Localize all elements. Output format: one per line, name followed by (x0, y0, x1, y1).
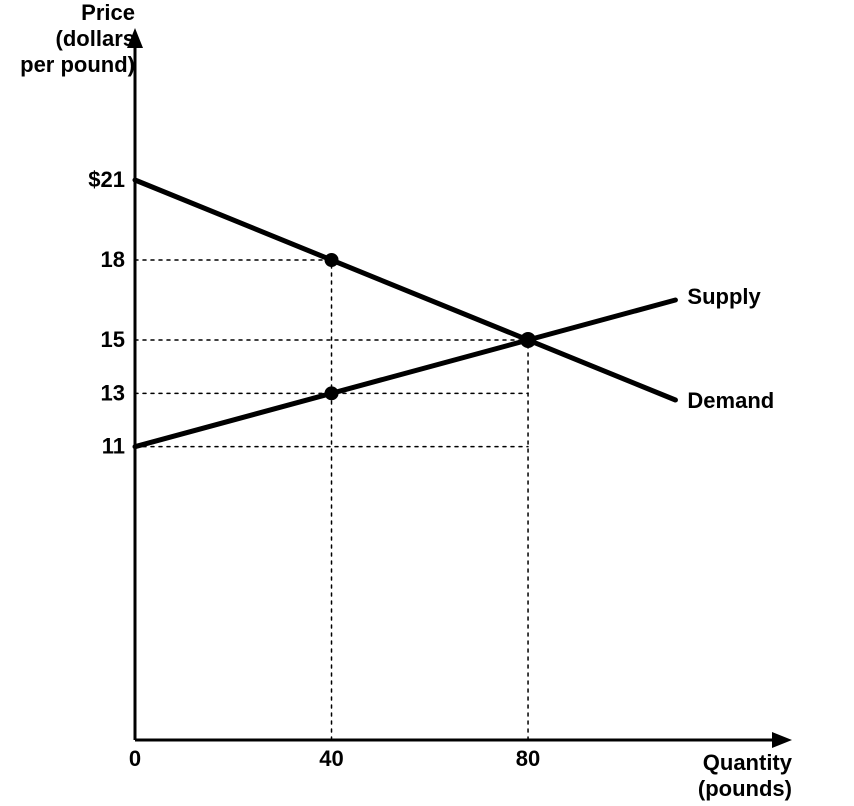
data-marker (520, 332, 536, 348)
x-axis-title: Quantity (703, 750, 793, 775)
y-axis-title: per pound) (20, 52, 135, 77)
y-tick-label: $21 (88, 167, 125, 192)
supply-demand-chart: $21 18 15 13 11 0 40 80 Price(dollarsper pound) Q… (0, 0, 854, 806)
x-tick-label: 40 (319, 746, 343, 771)
y-tick-label: 18 (101, 247, 125, 272)
supply-label: Supply (687, 284, 761, 309)
x-tick-label: 80 (516, 746, 540, 771)
chart-svg: $21 18 15 13 11 0 40 80 Price(dollarsper pound) Q… (0, 0, 854, 806)
demand-label: Demand (687, 388, 774, 413)
y-tick-label: 11 (102, 434, 125, 459)
y-axis-title: (dollars (56, 26, 135, 51)
y-tick-label: 15 (101, 327, 125, 352)
data-marker (325, 253, 339, 267)
y-axis-title: Price (81, 0, 135, 25)
x-axis-title: (pounds) (698, 776, 792, 801)
x-tick-label: 0 (129, 746, 141, 771)
data-marker (325, 386, 339, 400)
y-tick-label: 13 (101, 380, 125, 405)
